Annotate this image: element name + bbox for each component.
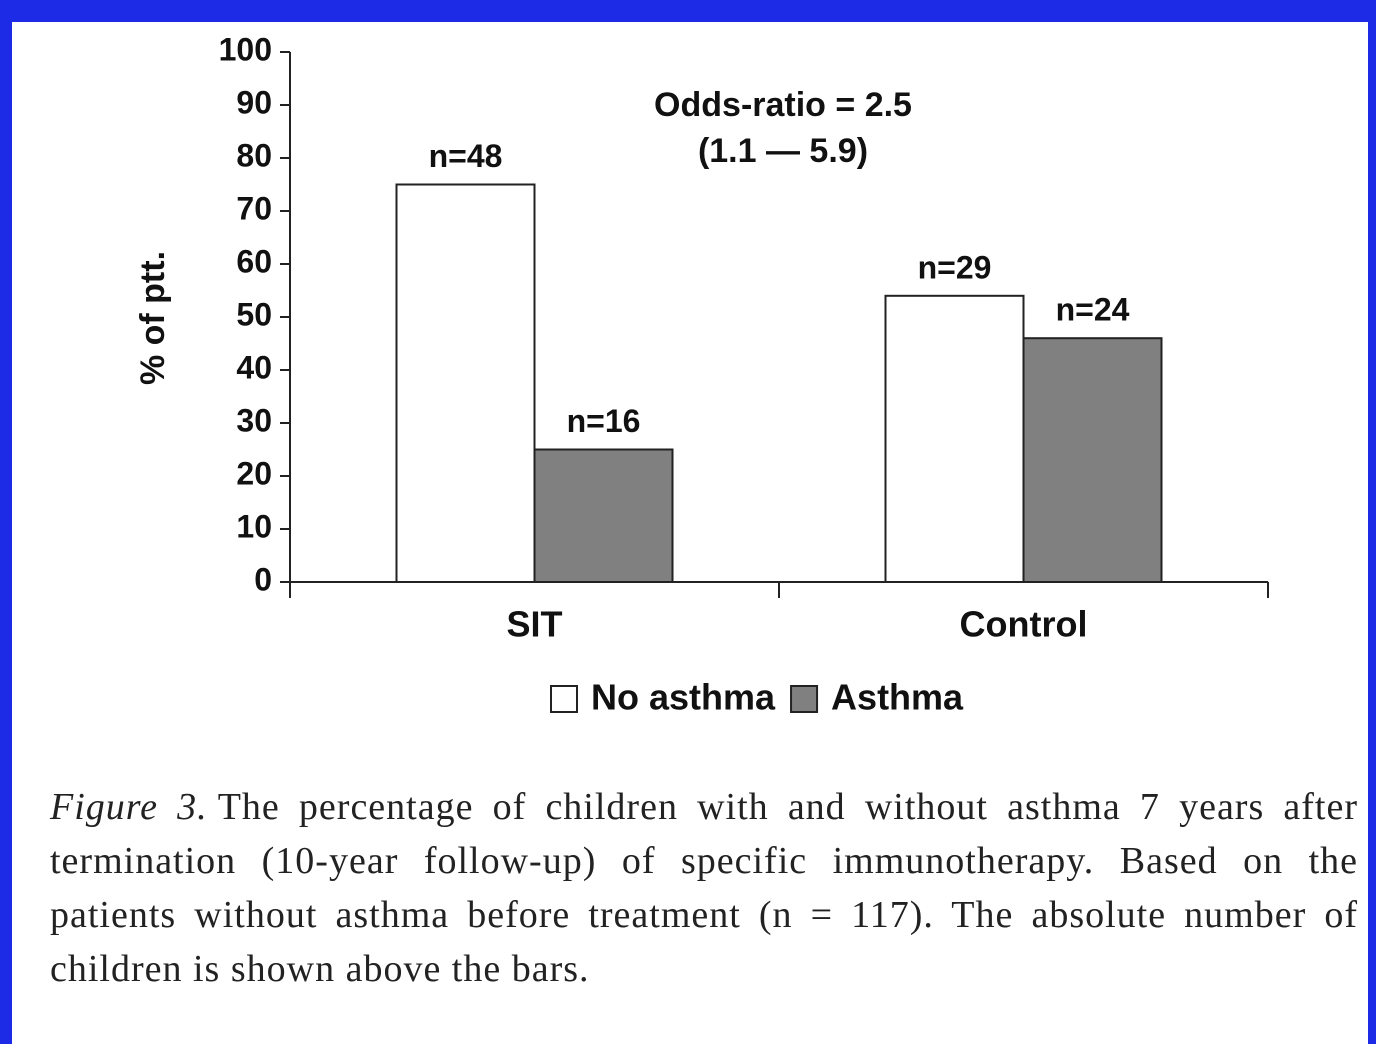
caption: Figure 3. The percentage of children with… bbox=[50, 780, 1358, 996]
count-label: n=16 bbox=[567, 403, 641, 439]
y-tick-label: 0 bbox=[254, 561, 272, 597]
y-tick-label: 30 bbox=[236, 402, 272, 438]
legend-label: Asthma bbox=[831, 677, 964, 718]
y-tick-label: 90 bbox=[236, 84, 272, 120]
bar bbox=[1022, 337, 1163, 584]
annotation: Odds-ratio = 2.5 bbox=[654, 86, 912, 124]
y-tick-label: 40 bbox=[236, 349, 272, 385]
legend-label: No asthma bbox=[591, 677, 776, 718]
legend-swatch bbox=[550, 685, 578, 713]
y-tick-label: 60 bbox=[236, 243, 272, 279]
y-tick-label: 10 bbox=[236, 508, 272, 544]
caption-text: The percentage of children with and with… bbox=[50, 786, 1359, 990]
count-label: n=24 bbox=[1056, 292, 1130, 328]
y-tick-label: 100 bbox=[219, 31, 272, 67]
caption-label: Figure 3. bbox=[50, 786, 208, 828]
x-tick-label: SIT bbox=[506, 604, 562, 645]
y-axis-label: % of ptt. bbox=[134, 251, 172, 385]
y-tick-label: 80 bbox=[236, 137, 272, 173]
bar bbox=[533, 448, 674, 583]
bar bbox=[884, 294, 1025, 583]
annotation: (1.1 — 5.9) bbox=[698, 132, 868, 170]
y-tick-label: 70 bbox=[236, 190, 272, 226]
count-label: n=29 bbox=[918, 249, 992, 285]
chart: % of ptt. Odds-ratio = 2.5 (1.1 — 5.9) 0… bbox=[134, 31, 1269, 718]
legend-swatch bbox=[790, 685, 819, 713]
count-label: n=48 bbox=[429, 138, 503, 174]
y-tick-label: 20 bbox=[236, 455, 272, 491]
y-tick-label: 50 bbox=[236, 296, 272, 332]
x-tick-label: Control bbox=[960, 604, 1088, 645]
bar bbox=[395, 183, 536, 583]
